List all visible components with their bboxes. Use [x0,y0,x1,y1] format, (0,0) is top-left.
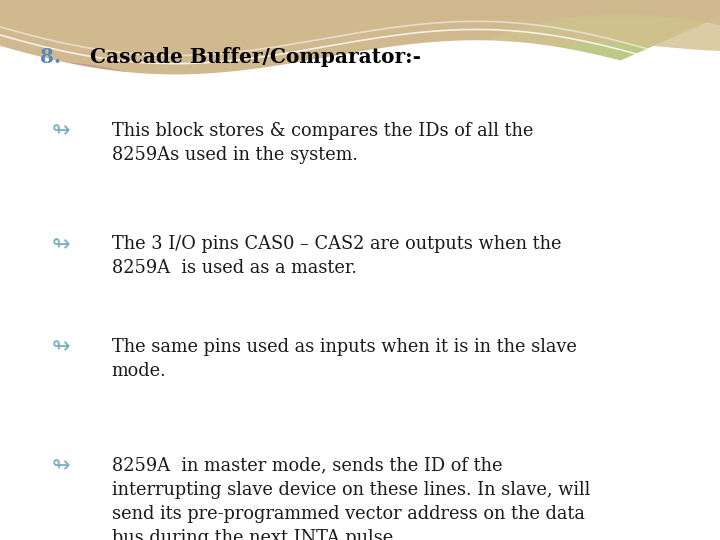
Text: ↬: ↬ [52,456,71,476]
Polygon shape [0,0,720,118]
Polygon shape [0,0,720,136]
Text: 8259A  in master mode, sends the ID of the
interrupting slave device on these li: 8259A in master mode, sends the ID of th… [112,456,590,540]
Text: ↬: ↬ [52,235,71,255]
Text: ↬: ↬ [52,122,71,141]
Text: Cascade Buffer/Comparator:-: Cascade Buffer/Comparator:- [90,46,421,67]
Text: This block stores & compares the IDs of all the
8259As used in the system.: This block stores & compares the IDs of … [112,122,533,164]
Text: The same pins used as inputs when it is in the slave
mode.: The same pins used as inputs when it is … [112,338,577,380]
Text: 8.: 8. [40,46,60,67]
Polygon shape [0,0,720,104]
Polygon shape [0,40,720,540]
Text: The 3 I/O pins CAS0 – CAS2 are outputs when the
8259A  is used as a master.: The 3 I/O pins CAS0 – CAS2 are outputs w… [112,235,561,277]
Text: ↬: ↬ [52,338,71,357]
